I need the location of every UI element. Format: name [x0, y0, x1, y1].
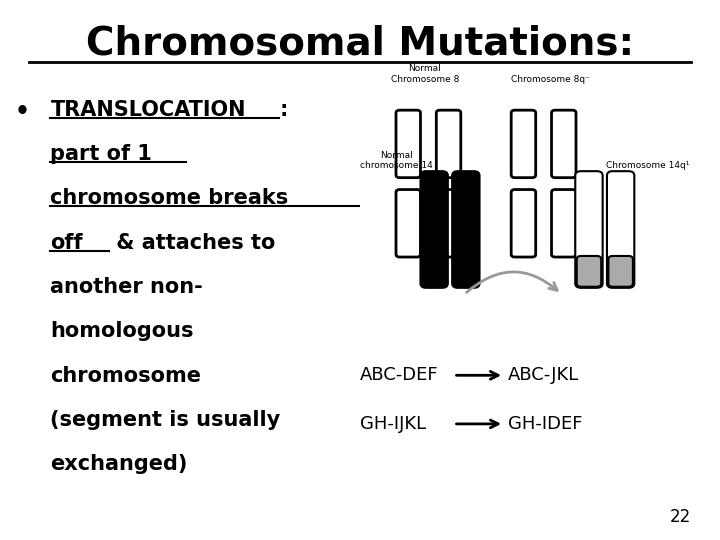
FancyArrowPatch shape [456, 420, 498, 428]
Text: chromosome: chromosome [50, 366, 202, 386]
FancyBboxPatch shape [577, 256, 601, 287]
FancyBboxPatch shape [511, 110, 536, 178]
FancyBboxPatch shape [575, 171, 603, 288]
Text: ABC-DEF: ABC-DEF [360, 366, 438, 384]
FancyBboxPatch shape [436, 190, 461, 257]
Text: 22: 22 [670, 509, 691, 526]
FancyArrowPatch shape [467, 272, 557, 293]
Text: homologous: homologous [50, 321, 194, 341]
FancyBboxPatch shape [552, 110, 576, 178]
Text: exchanged): exchanged) [50, 454, 188, 474]
FancyBboxPatch shape [608, 256, 633, 287]
FancyBboxPatch shape [607, 171, 634, 288]
Text: TRANSLOCATION: TRANSLOCATION [50, 100, 246, 120]
Text: •: • [14, 100, 30, 124]
FancyBboxPatch shape [452, 171, 480, 288]
FancyBboxPatch shape [436, 110, 461, 178]
FancyBboxPatch shape [396, 110, 420, 178]
Text: Normal
Chromosome 8: Normal Chromosome 8 [391, 64, 459, 84]
Text: Chromosome 14q¹: Chromosome 14q¹ [606, 161, 690, 170]
Text: & attaches to: & attaches to [109, 233, 276, 253]
Text: off: off [50, 233, 83, 253]
Text: :: : [279, 100, 288, 120]
FancyBboxPatch shape [552, 190, 576, 257]
Text: GH-IDEF: GH-IDEF [508, 415, 582, 433]
FancyBboxPatch shape [396, 190, 420, 257]
Text: part of 1: part of 1 [50, 144, 152, 164]
Text: ABC-JKL: ABC-JKL [508, 366, 579, 384]
Text: chromosome breaks: chromosome breaks [50, 188, 289, 208]
Text: GH-IJKL: GH-IJKL [360, 415, 426, 433]
Text: Chromosomal Mutations:: Chromosomal Mutations: [86, 24, 634, 62]
Text: Normal
chromosome 14: Normal chromosome 14 [359, 151, 433, 170]
FancyBboxPatch shape [420, 171, 448, 288]
FancyBboxPatch shape [511, 190, 536, 257]
Text: Chromosome 8q⁻: Chromosome 8q⁻ [511, 75, 590, 84]
FancyArrowPatch shape [456, 372, 498, 379]
Text: (segment is usually: (segment is usually [50, 410, 281, 430]
Text: another non-: another non- [50, 277, 203, 297]
